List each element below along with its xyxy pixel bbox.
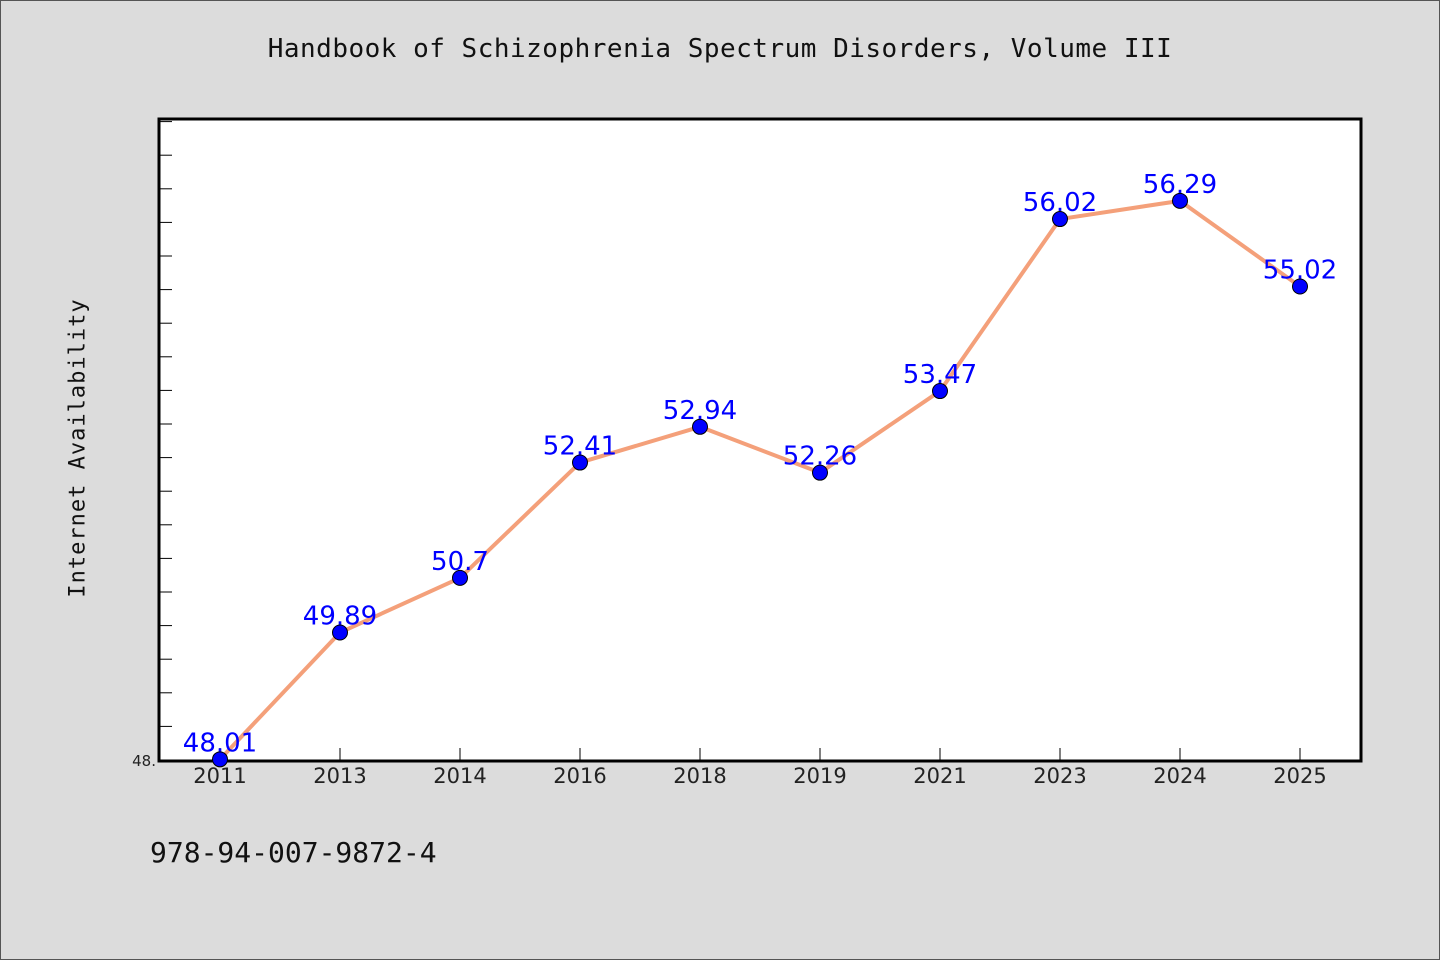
data-point xyxy=(812,464,828,481)
data-point xyxy=(1292,278,1308,295)
data-point xyxy=(212,751,228,768)
x-tick-label: 2019 xyxy=(793,764,846,788)
x-tick-label: 2018 xyxy=(673,764,726,788)
data-points xyxy=(212,192,1308,768)
x-axis-tick-labels: 2011 2013 2014 2016 2018 2019 2021 2023 2024 2025 xyxy=(193,764,1326,788)
x-tick-label: 2021 xyxy=(913,764,966,788)
y-tick-label: 48. xyxy=(132,752,156,770)
x-tick-label: 2014 xyxy=(433,764,486,788)
data-point xyxy=(572,454,588,471)
x-tick-label: 2016 xyxy=(553,764,606,788)
chart-title: Handbook of Schizophrenia Spectrum Disor… xyxy=(267,34,1173,64)
y-axis-tick-labels: 48. xyxy=(132,752,156,770)
data-label: 50.7 xyxy=(431,547,489,577)
data-point xyxy=(452,569,468,586)
isbn-text: 978-94-007-9872-4 xyxy=(150,836,437,869)
series-line xyxy=(218,198,1302,761)
x-tick-label: 2011 xyxy=(193,764,246,788)
plot-area xyxy=(157,117,1363,763)
x-tick-label: 2025 xyxy=(1273,764,1326,788)
data-label: 52.26 xyxy=(783,442,857,472)
data-labels: 48.01 49.89 50.7 52.41 52.94 52.26 53.47 56.02 5… xyxy=(183,170,1337,758)
data-point xyxy=(692,418,708,435)
data-label: 55.02 xyxy=(1263,256,1337,286)
x-tick-label: 2024 xyxy=(1153,764,1206,788)
data-label: 52.41 xyxy=(543,432,617,462)
data-point xyxy=(332,624,348,641)
data-label: 56.29 xyxy=(1143,170,1217,200)
y-axis-ticks xyxy=(160,121,172,761)
x-tick-label: 2023 xyxy=(1033,764,1086,788)
data-label: 53.47 xyxy=(903,360,977,390)
data-point xyxy=(1172,192,1188,209)
x-axis-ticks xyxy=(219,748,1301,760)
data-point xyxy=(1052,211,1068,228)
data-label: 52.94 xyxy=(663,396,737,426)
data-label: 56.02 xyxy=(1023,188,1097,218)
x-tick-label: 2013 xyxy=(313,764,366,788)
data-point xyxy=(932,383,948,400)
data-label: 49.89 xyxy=(303,602,377,632)
data-label: 48.01 xyxy=(183,728,257,758)
